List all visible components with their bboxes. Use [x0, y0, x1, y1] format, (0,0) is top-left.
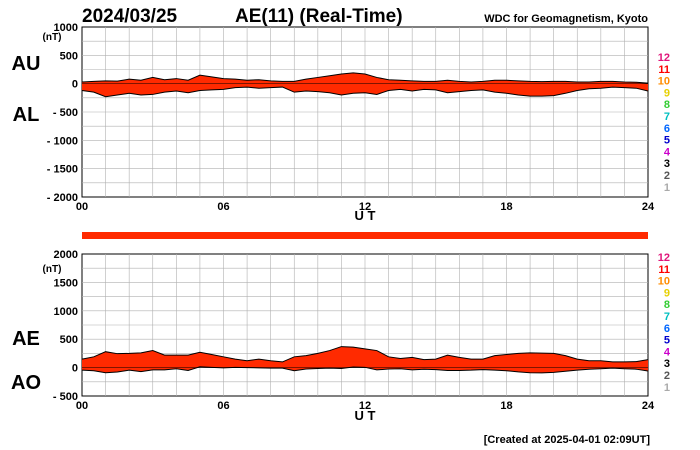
station-number: 5	[664, 335, 670, 347]
station-number: 4	[664, 146, 671, 158]
al-label: AL	[13, 104, 40, 126]
y-tick-label: - 1500	[47, 164, 78, 176]
station-coverage-bar	[82, 232, 648, 239]
ae-ao-x-axis-label: U T	[355, 408, 376, 423]
x-tick-label: 24	[642, 201, 655, 213]
station-number: 12	[658, 52, 670, 64]
x-tick-label: 12	[359, 400, 371, 412]
au-label: AU	[12, 53, 41, 75]
station-number: 10	[658, 76, 670, 88]
station-number: 8	[664, 299, 670, 311]
y-tick-label: 0	[72, 79, 78, 91]
x-tick-label: 18	[500, 400, 512, 412]
y-tick-label: - 2000	[47, 192, 78, 204]
au-series-line	[81, 72, 649, 84]
x-tick-label: 00	[76, 201, 88, 213]
y-tick-label: 500	[60, 334, 78, 346]
created-timestamp: [Created at 2025-04-01 02:09UT]	[484, 434, 651, 446]
station-number: 10	[658, 276, 670, 288]
date-title: 2024/03/25	[82, 6, 178, 27]
au-al-x-tick-labels: 00 06 12 18 24	[76, 201, 655, 213]
ao-label: AO	[11, 372, 41, 394]
station-number: 4	[664, 346, 671, 358]
x-tick-label: 18	[500, 201, 512, 213]
station-number: 7	[664, 111, 670, 123]
station-number: 6	[664, 323, 670, 335]
ao-series-line	[81, 366, 649, 374]
y-tick-label: 1000	[54, 306, 78, 318]
x-tick-label: 06	[217, 400, 229, 412]
al-series-line	[81, 86, 649, 98]
station-number: 12	[658, 252, 670, 264]
au-al-x-axis-label: U T	[355, 208, 376, 223]
y-tick-label: 2000	[54, 249, 78, 261]
station-number: 7	[664, 311, 670, 323]
ae-ao-grid	[82, 254, 648, 396]
station-number: 11	[658, 64, 670, 76]
station-number: 11	[658, 264, 670, 276]
station-number: 9	[664, 87, 670, 99]
au-al-grid	[82, 27, 648, 197]
ae-ao-x-tick-labels: 00 06 12 18 24	[76, 400, 655, 412]
au-al-unit-label: (nT)	[43, 32, 62, 43]
ae-ao-unit-label: (nT)	[43, 264, 62, 275]
x-tick-label: 12	[359, 201, 371, 213]
station-number: 3	[664, 158, 670, 170]
station-number: 5	[664, 135, 670, 147]
station-number: 2	[664, 370, 670, 382]
station-number: 9	[664, 287, 670, 299]
y-tick-label: 1000	[54, 22, 78, 34]
y-tick-label: - 500	[53, 107, 78, 119]
y-tick-label: 1500	[54, 277, 78, 289]
ae-label: AE	[12, 328, 40, 350]
y-tick-label: 0	[72, 363, 78, 375]
chart-title: AE(11) (Real-Time)	[235, 6, 403, 27]
station-number: 1	[664, 182, 670, 194]
source-label: WDC for Geomagnetism, Kyoto	[484, 13, 648, 25]
station-number: 1	[664, 382, 670, 394]
station-number: 2	[664, 170, 670, 182]
ae-ao-fill-area	[82, 346, 648, 373]
ae-ao-y-tick-labels: 2000 1500 1000 500 0 - 500	[53, 249, 78, 403]
ae-series-line	[81, 346, 649, 363]
y-tick-label: 500	[60, 50, 78, 62]
x-tick-label: 24	[642, 400, 655, 412]
y-tick-label: - 1000	[47, 135, 78, 147]
au-al-y-tick-labels: 1000 500 0 - 500 - 1000 - 1500 - 2000	[47, 22, 78, 204]
station-number: 3	[664, 358, 670, 370]
station-number: 8	[664, 99, 670, 111]
y-tick-label: - 500	[53, 391, 78, 403]
station-number: 6	[664, 123, 670, 135]
x-tick-label: 00	[76, 400, 88, 412]
x-tick-label: 06	[217, 201, 229, 213]
